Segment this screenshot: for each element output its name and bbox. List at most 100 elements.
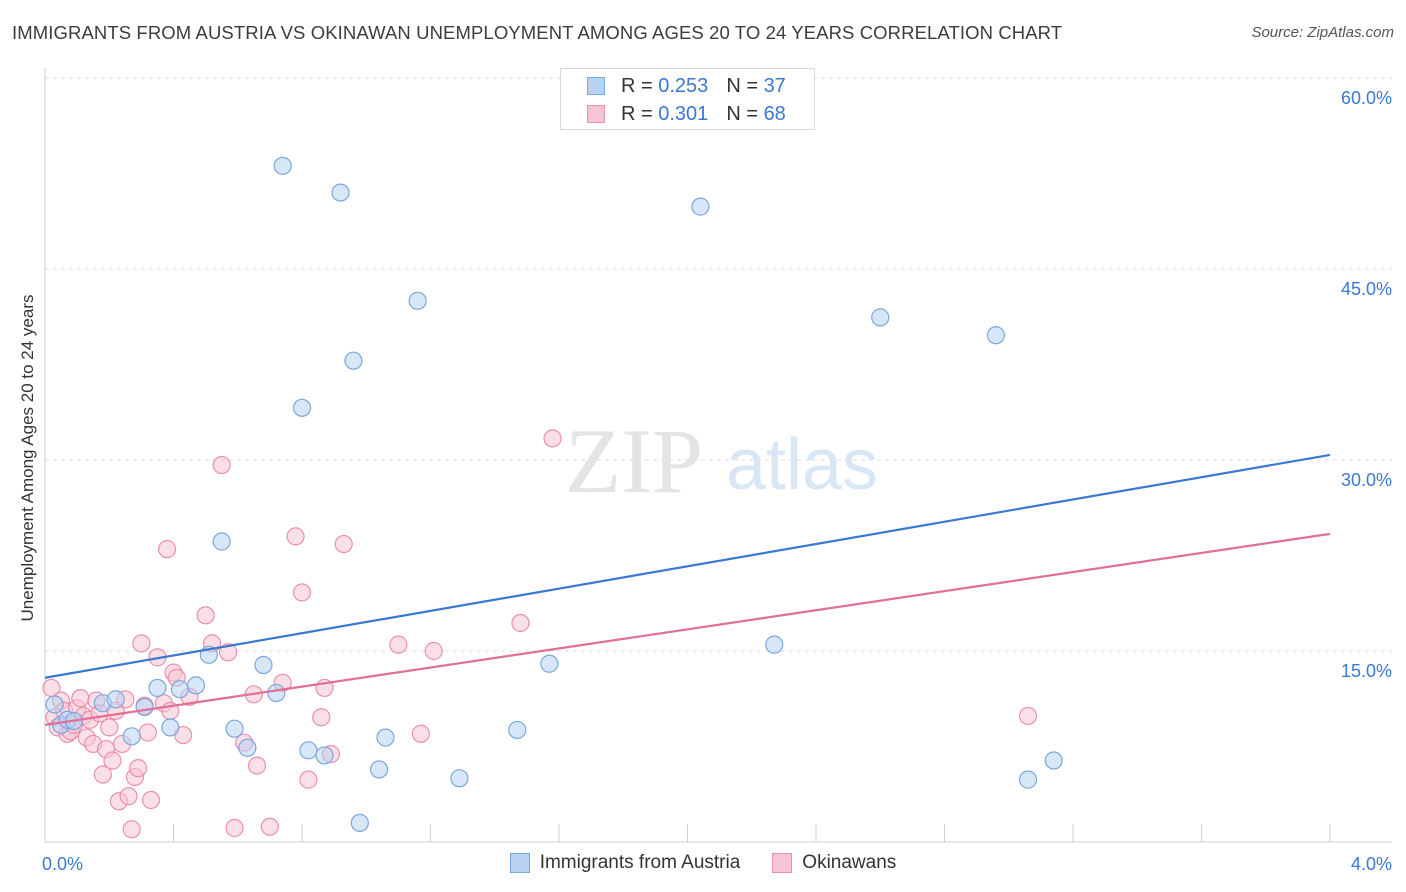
- source-label: Source: ZipAtlas.com: [1251, 24, 1394, 41]
- okinawan-point: [129, 759, 148, 778]
- okinawan-point: [334, 534, 353, 554]
- austria-point: [267, 683, 286, 703]
- okinawan-point: [260, 817, 279, 836]
- austria-point: [186, 676, 206, 695]
- legend-label: Immigrants from Austria: [539, 852, 741, 873]
- y-axis-label: Unemployment Among Ages 20 to 24 years: [18, 294, 37, 622]
- legend-n-value: 37: [763, 74, 786, 97]
- austria-point: [1018, 770, 1038, 789]
- x-tick-label: 0.0%: [42, 854, 83, 874]
- austria-point: [148, 678, 167, 698]
- trend-layer: [44, 453, 1331, 726]
- austria-trend-line: [44, 453, 1331, 679]
- watermark: ZIP atlas: [565, 410, 878, 512]
- legend-item-okinawans: Okinawans: [772, 852, 896, 874]
- legend-n-value: 68: [763, 102, 786, 125]
- austria-point: [408, 291, 427, 310]
- legend-label: Okinawans: [802, 852, 897, 873]
- austria-point: [370, 760, 389, 779]
- austria-point: [135, 697, 154, 717]
- okinawan-point: [157, 540, 177, 559]
- austria-point: [376, 728, 395, 747]
- okinawan-point: [138, 723, 157, 742]
- legend-swatch-pink: [587, 105, 605, 123]
- chart-title: IMMIGRANTS FROM AUSTRIA VS OKINAWAN UNEM…: [12, 22, 1063, 43]
- axes-layer: [44, 68, 1392, 843]
- okinawan-point: [299, 770, 318, 789]
- austria-point: [273, 156, 292, 175]
- legend-item-austria: Immigrants from Austria: [509, 852, 741, 874]
- okinawan-point: [286, 527, 305, 546]
- okinawan-point: [389, 635, 408, 654]
- austria-point: [299, 741, 318, 760]
- watermark-atlas: atlas: [726, 425, 878, 505]
- okinawan-point: [247, 756, 267, 775]
- austria-point: [212, 532, 231, 551]
- okinawan-point: [93, 765, 112, 784]
- y-tick-label: 60.0%: [1341, 88, 1392, 108]
- okinawan-point: [141, 790, 161, 810]
- y-tick-label: 15.0%: [1341, 661, 1392, 681]
- austria-point: [161, 718, 180, 737]
- legend-swatch-blue: [587, 77, 605, 95]
- austria-point: [225, 719, 244, 738]
- watermark-zip: ZIP: [565, 410, 703, 512]
- austria-point: [122, 727, 141, 746]
- okinawan-point: [196, 606, 215, 625]
- austria-point: [691, 197, 710, 216]
- legend-swatch-pink: [772, 853, 793, 873]
- austria-point: [344, 351, 363, 370]
- austria-point: [986, 326, 1006, 345]
- austria-point: [765, 635, 784, 654]
- austria-point: [508, 720, 527, 740]
- austria-point: [292, 398, 312, 417]
- austria-point: [315, 746, 334, 765]
- okinawan-point: [424, 641, 443, 661]
- okinawan-point: [411, 724, 430, 743]
- okinawan-point: [543, 429, 562, 448]
- austria-point: [106, 690, 125, 709]
- legend-swatch-blue: [509, 853, 530, 873]
- x-tick-label: 4.0%: [1351, 854, 1392, 874]
- austria-point: [1044, 751, 1063, 770]
- okinawan-trend-line: [44, 532, 1331, 726]
- austria-point: [238, 738, 257, 757]
- okinawan-point: [100, 718, 119, 737]
- y-tick-label: 30.0%: [1341, 470, 1392, 490]
- okinawan-point: [132, 634, 151, 653]
- austria-point: [331, 183, 350, 202]
- okinawan-point: [225, 818, 244, 838]
- austria-point: [350, 813, 369, 833]
- okinawan-point: [219, 643, 238, 662]
- legend-n-label: N =: [726, 102, 758, 125]
- okinawan-point: [212, 455, 231, 475]
- legend-row-okinawans: R = 0.301 N = 68: [587, 101, 786, 127]
- stats-legend: R = 0.253 N = 37 R = 0.301 N = 68: [560, 68, 815, 130]
- okinawan-point: [103, 751, 122, 770]
- okinawan-point: [312, 708, 331, 727]
- okinawan-point: [122, 820, 141, 839]
- tick-labels: 15.0% 30.0% 45.0% 60.0% 0.0% 4.0%: [42, 88, 1392, 874]
- austria-point: [540, 654, 559, 673]
- legend-row-austria: R = 0.253 N = 37: [587, 73, 786, 99]
- austria-point: [871, 308, 890, 327]
- austria-point: [45, 695, 64, 714]
- okinawan-point: [511, 613, 530, 633]
- y-tick-label: 45.0%: [1341, 279, 1392, 299]
- legend-r-label: R =: [621, 102, 653, 125]
- legend-r-value: 0.301: [658, 102, 709, 125]
- legend-r-label: R =: [621, 74, 653, 97]
- austria-point: [254, 655, 273, 675]
- legend-r-value: 0.253: [658, 74, 709, 97]
- okinawan-point: [1018, 706, 1038, 726]
- okinawan-point: [119, 787, 138, 806]
- grid-layer: [45, 77, 1392, 652]
- okinawan-point: [71, 689, 90, 708]
- austria-point: [170, 680, 190, 699]
- austria-point: [450, 769, 469, 788]
- points-layer: [42, 156, 1063, 839]
- series-legend: Immigrants from Austria Okinawans: [0, 852, 1406, 874]
- legend-n-label: N =: [726, 74, 758, 97]
- okinawan-point: [292, 583, 312, 602]
